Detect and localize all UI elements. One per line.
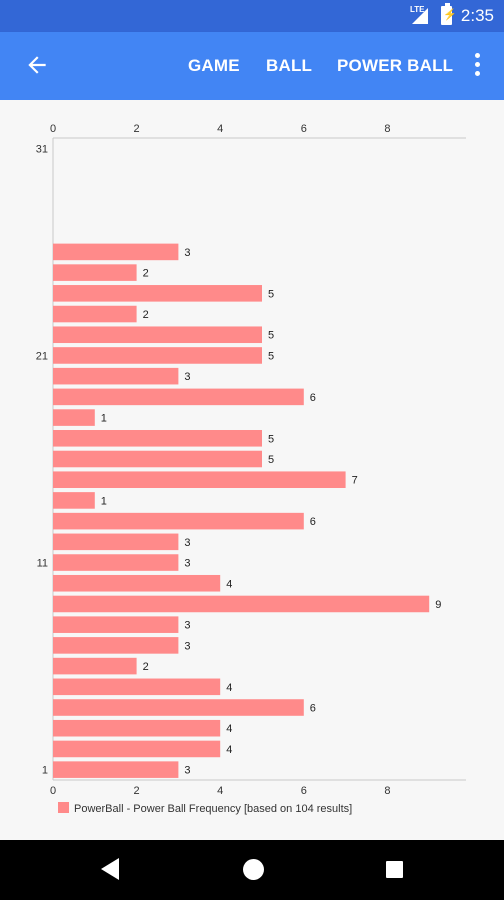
bar-22 [53, 326, 262, 344]
bar-13 [53, 512, 304, 530]
value-tick-label-top: 8 [384, 123, 390, 135]
bar-24 [53, 285, 262, 302]
bar-25 [53, 264, 137, 281]
bar-value-label-6: 2 [143, 661, 149, 673]
bar-20 [53, 367, 179, 385]
bar-value-label-23: 2 [143, 309, 149, 321]
bar-23 [53, 305, 137, 323]
bar-17 [53, 430, 262, 447]
system-nav-bar [0, 840, 504, 900]
bar-value-label-19: 6 [310, 392, 316, 404]
bar-value-label-8: 3 [184, 620, 190, 632]
bar-value-label-22: 5 [268, 330, 274, 342]
bar-7 [53, 637, 179, 654]
category-tick-label: 1 [42, 765, 48, 777]
value-tick-label-bottom: 2 [134, 785, 140, 797]
value-tick-label-bottom: 4 [217, 785, 223, 797]
legend-swatch [58, 802, 69, 813]
more-vert-icon[interactable] [472, 53, 482, 79]
frequency-chart: 0022446688111213134464233943361755163552… [36, 123, 466, 815]
bar-9 [53, 595, 430, 613]
bar-2 [53, 740, 221, 758]
value-tick-label-bottom: 6 [301, 785, 307, 797]
menu-power-ball[interactable]: POWER BALL [337, 56, 454, 75]
bar-8 [53, 616, 179, 633]
bar-5 [53, 678, 221, 696]
bar-12 [53, 533, 179, 551]
bar-value-label-17: 5 [268, 433, 274, 445]
bar-value-label-15: 7 [352, 475, 358, 487]
nav-home-icon[interactable] [243, 859, 264, 880]
bar-value-label-24: 5 [268, 288, 274, 300]
bar-1 [53, 761, 179, 778]
bar-value-label-26: 3 [184, 247, 190, 259]
category-tick-label: 21 [36, 350, 48, 362]
bar-11 [53, 554, 179, 571]
value-tick-label-bottom: 8 [384, 785, 390, 797]
bar-value-label-2: 4 [226, 744, 232, 756]
nav-recent-icon[interactable] [386, 861, 403, 878]
bar-value-label-16: 5 [268, 454, 274, 466]
app-bar: GAME BALL POWER BALL [0, 32, 504, 100]
category-tick-label: 11 [37, 558, 48, 570]
value-tick-label-top: 0 [50, 123, 56, 135]
signal-icon [412, 8, 428, 24]
category-tick-label: 31 [36, 143, 48, 155]
bar-4 [53, 699, 304, 716]
bar-18 [53, 409, 95, 426]
bar-value-label-5: 4 [226, 682, 232, 694]
menu-game[interactable]: GAME [188, 56, 240, 75]
nav-back-icon[interactable] [101, 858, 119, 880]
bar-value-label-12: 3 [184, 537, 190, 549]
bar-3 [53, 719, 221, 737]
bar-value-label-1: 3 [184, 765, 190, 777]
value-tick-label-bottom: 0 [50, 785, 56, 797]
bar-value-label-11: 3 [184, 558, 190, 570]
bar-value-label-18: 1 [101, 413, 107, 425]
bar-19 [53, 388, 304, 406]
arrow-back-icon[interactable] [24, 52, 50, 78]
bar-value-label-10: 4 [226, 578, 232, 590]
bar-value-label-3: 4 [226, 723, 232, 735]
bar-value-label-4: 6 [310, 703, 316, 715]
bar-10 [53, 574, 221, 592]
status-bar: LTE ⚡ 2:35 [0, 0, 504, 32]
bar-value-label-7: 3 [184, 640, 190, 652]
bar-21 [53, 347, 262, 364]
legend-label: PowerBall - Power Ball Frequency [based … [74, 803, 352, 815]
bar-value-label-25: 2 [143, 268, 149, 280]
value-tick-label-top: 6 [301, 123, 307, 135]
bar-value-label-21: 5 [268, 350, 274, 362]
bar-6 [53, 657, 137, 675]
bar-16 [53, 450, 262, 468]
chart-area: 0 0 2 2 4 4 6 6 8 8 1 11 21 31 3 4 4 6 4 2 3 3 9 4 3 3 6 1 7 5 5 1 6 3 5 5 2… [0, 100, 504, 840]
battery-icon [441, 3, 452, 25]
bar-26 [53, 243, 179, 261]
charging-icon: ⚡ [443, 9, 457, 21]
bar-value-label-14: 1 [101, 495, 107, 507]
menu-ball[interactable]: BALL [266, 56, 313, 75]
bar-value-label-13: 6 [310, 516, 316, 528]
bar-value-label-9: 9 [435, 599, 441, 611]
bar-15 [53, 471, 346, 488]
clock: 2:35 [460, 6, 494, 25]
bar-14 [53, 492, 95, 509]
value-tick-label-top: 2 [134, 123, 140, 135]
value-tick-label-top: 4 [217, 123, 223, 135]
bar-value-label-20: 3 [184, 371, 190, 383]
